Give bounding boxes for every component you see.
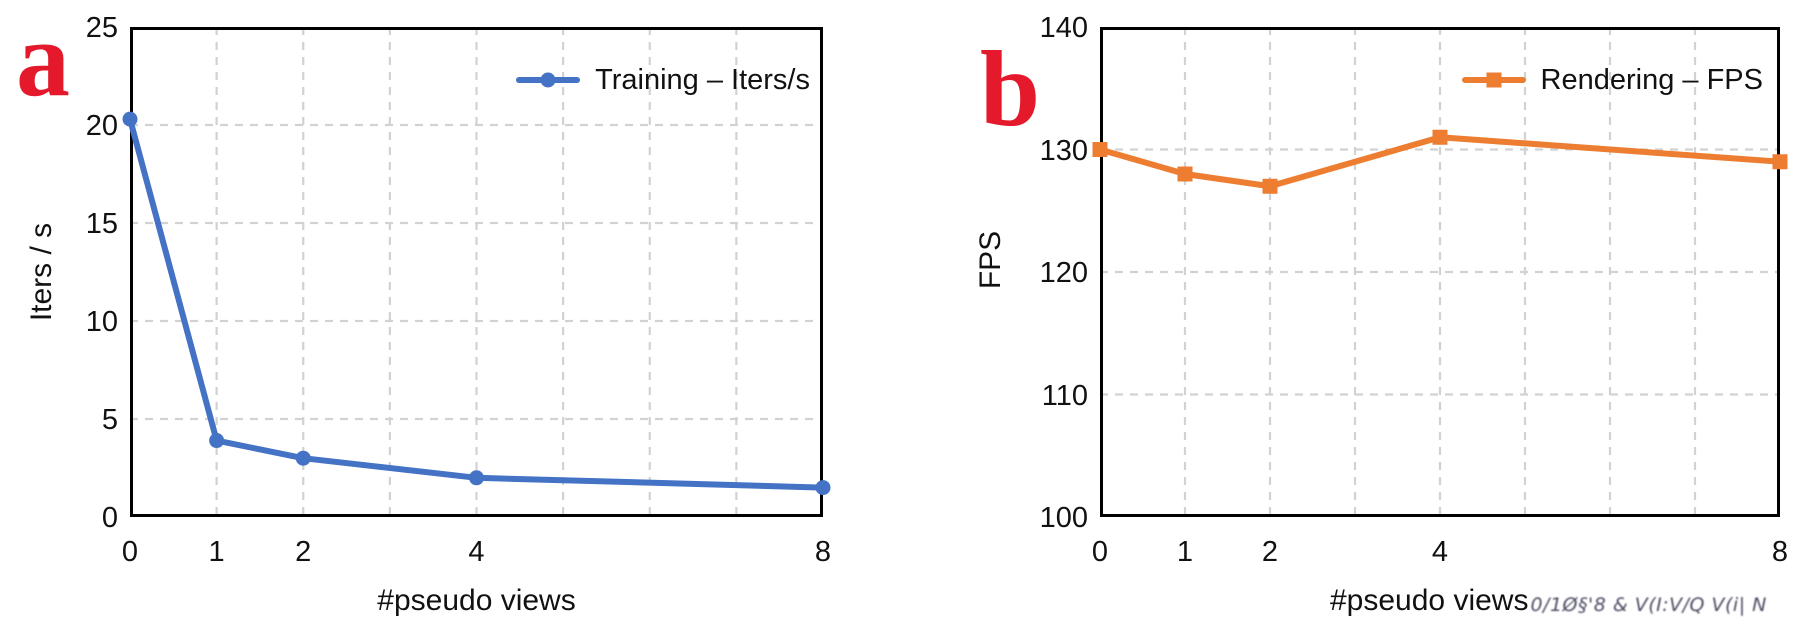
y-tick-label: 25 (85, 11, 118, 44)
data-point-marker (1772, 154, 1788, 170)
y-tick-label: 100 (1039, 501, 1088, 534)
x-tick-label: 0 (121, 536, 139, 568)
plot-frame (1100, 27, 1780, 517)
data-point-marker (469, 470, 484, 486)
legend-training: Training – Iters/s (516, 60, 810, 100)
legend-label-training: Training – Iters/s (595, 63, 810, 96)
x-tick-label: 4 (468, 536, 485, 568)
data-point-marker (1262, 178, 1278, 194)
data-point-marker (122, 111, 138, 127)
x-axis-ticks-rendering: 0 1 2 4 8 (1092, 536, 1788, 570)
x-tick-label: 0 (1091, 536, 1109, 568)
y-axis-ticks-rendering: 100 110 120 130 140 (1008, 13, 1088, 532)
x-tick-label: 2 (1261, 536, 1279, 568)
legend-label-rendering: Rendering – FPS (1540, 63, 1763, 96)
legend-line-circle-icon (516, 72, 581, 88)
data-point-marker (209, 433, 225, 449)
y-axis-ticks-training: 0 5 10 15 20 25 (46, 13, 118, 532)
y-axis-label-rendering: FPS (974, 230, 1007, 290)
x-tick-label: 2 (295, 536, 312, 568)
y-tick-label: 5 (101, 403, 118, 436)
plot-area-training (122, 27, 831, 517)
y-tick-label: 0 (101, 501, 118, 534)
x-axis-label-training: #pseudo views (377, 584, 576, 617)
plot-frame (130, 27, 823, 517)
plot-area-rendering (1092, 27, 1788, 517)
x-tick-label: 1 (208, 536, 225, 568)
y-tick-label: 130 (1039, 134, 1088, 167)
legend-line-square-icon (1461, 72, 1526, 88)
x-axis-ticks-training: 0 1 2 4 8 (122, 536, 831, 570)
legend-rendering: Rendering – FPS (1461, 60, 1763, 100)
y-tick-label: 110 (1041, 379, 1088, 412)
x-tick-label: 8 (1771, 536, 1789, 568)
garbled-watermark-text: 0/1Ø§'8 & V(I:V/Q V(i| N (1530, 594, 1767, 616)
y-tick-label: 140 (1039, 11, 1088, 44)
data-point-marker (815, 480, 831, 496)
data-point-marker (1432, 129, 1448, 145)
y-tick-label: 10 (85, 305, 118, 338)
data-point-marker (295, 450, 311, 466)
x-tick-label: 8 (814, 536, 832, 568)
y-tick-label: 15 (85, 207, 118, 240)
data-point-marker (1177, 166, 1193, 182)
panel-label-a: a (16, 0, 70, 119)
x-axis-label-rendering: #pseudo views (1330, 584, 1529, 617)
x-axis-label-rendering-row: #pseudo views 0/1Ø§'8 & V(I:V/Q V(i| N (1330, 586, 1767, 616)
x-tick-label: 1 (1176, 536, 1194, 568)
panel-label-b: b (980, 30, 1041, 149)
y-tick-label: 120 (1039, 256, 1088, 289)
data-point-marker (1092, 142, 1108, 157)
x-tick-label: 4 (1431, 536, 1449, 568)
y-tick-label: 20 (85, 109, 118, 142)
